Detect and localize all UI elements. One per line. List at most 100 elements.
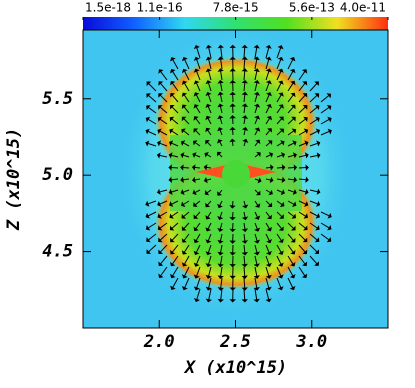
velocity-arrow [287, 255, 294, 265]
velocity-arrow [206, 154, 212, 158]
arrow-head [326, 105, 332, 111]
velocity-arrow [220, 244, 223, 253]
arrow-head [303, 213, 309, 219]
arrow-head [292, 188, 297, 196]
arrow-head [217, 275, 224, 279]
velocity-arrow [206, 189, 212, 194]
velocity-arrow [220, 266, 223, 277]
velocity-arrow [287, 233, 294, 241]
velocity-arrow [220, 47, 223, 59]
colorbar-tick-label: 1.1e-16 [137, 1, 183, 15]
velocity-arrow [172, 277, 179, 288]
velocity-arrow [183, 233, 190, 241]
arrow-head [181, 56, 188, 62]
arrow-head [193, 250, 200, 255]
velocity-arrow [208, 288, 212, 300]
arrow-head [158, 237, 163, 243]
velocity-arrow [243, 222, 246, 230]
arrow-head [158, 81, 164, 86]
velocity-arrow [196, 70, 201, 81]
velocity-arrow [254, 244, 258, 253]
velocity-arrow [287, 154, 295, 158]
velocity-arrow [196, 288, 201, 300]
arrow-head [301, 273, 308, 279]
arrow-head [278, 250, 284, 255]
arrow-head [265, 250, 272, 256]
velocity-arrow [195, 222, 201, 230]
velocity-arrow [276, 166, 283, 169]
velocity-arrow [184, 59, 190, 70]
velocity-arrow [160, 255, 168, 265]
arrow-head [265, 80, 272, 85]
velocity-arrow [171, 94, 179, 103]
arrow-head [158, 261, 164, 267]
arrow-head [229, 299, 236, 303]
arrow-head [229, 138, 236, 143]
arrow-head [217, 91, 224, 96]
arrow-head [315, 128, 321, 135]
arrow-head [241, 79, 248, 84]
arrow-head [305, 176, 309, 183]
velocity-arrow [183, 118, 190, 125]
velocity-arrow [171, 200, 179, 205]
velocity-arrow [172, 59, 179, 70]
arrow-head [192, 140, 198, 146]
arrow-head [229, 56, 236, 60]
arrow-head [241, 275, 248, 280]
velocity-arrow [254, 59, 258, 70]
velocity-arrow [287, 222, 294, 229]
arrow-head [253, 91, 261, 96]
arrow-head [241, 299, 248, 303]
velocity-arrow [276, 222, 283, 230]
arrow-head [254, 203, 261, 208]
velocity-arrow [276, 189, 283, 193]
velocity-arrow [219, 233, 223, 242]
arrow-head [265, 44, 272, 49]
velocity-arrow [276, 255, 282, 265]
arrow-head [241, 216, 249, 221]
velocity-arrow [208, 59, 212, 70]
velocity-arrow [147, 118, 157, 125]
velocity-arrow [171, 130, 179, 136]
arrow-head [241, 91, 249, 96]
velocity-arrow [287, 106, 294, 114]
arrow-head [265, 286, 272, 291]
arrow-head [193, 202, 198, 207]
velocity-arrow [287, 118, 295, 125]
arrow-head [168, 176, 173, 183]
arrow-head [157, 128, 162, 135]
arrow-head [146, 93, 151, 99]
arrow-head [229, 115, 236, 119]
arrow-head [242, 204, 249, 209]
arrow-head [229, 228, 236, 233]
velocity-arrow [309, 130, 318, 136]
velocity-arrow [287, 71, 294, 81]
velocity-arrow [276, 70, 282, 81]
velocity-arrow [148, 83, 157, 92]
velocity-arrow [220, 82, 223, 92]
arrow-head [193, 56, 200, 61]
velocity-arrow [159, 233, 168, 241]
velocity-arrow [243, 70, 246, 81]
velocity-arrow [159, 244, 168, 253]
arrow-head [156, 152, 161, 159]
velocity-arrow [265, 47, 270, 59]
velocity-arrow [265, 211, 271, 218]
arrow-head [257, 177, 262, 184]
arrow-head [205, 298, 212, 303]
arrow-head [293, 176, 298, 183]
velocity-arrow [219, 211, 223, 218]
arrow-head [278, 104, 284, 109]
velocity-arrow [195, 255, 201, 265]
y-tick-label: 4.5 [42, 242, 73, 262]
velocity-arrow [320, 130, 330, 136]
arrow-head [180, 140, 186, 146]
velocity-arrow [159, 200, 168, 205]
arrow-head [181, 213, 187, 219]
arrow-head [156, 188, 161, 195]
velocity-arrow [243, 94, 246, 103]
velocity-arrow [184, 277, 190, 289]
velocity-arrow [254, 277, 258, 289]
arrow-head [290, 237, 296, 243]
velocity-arrow [287, 189, 295, 193]
